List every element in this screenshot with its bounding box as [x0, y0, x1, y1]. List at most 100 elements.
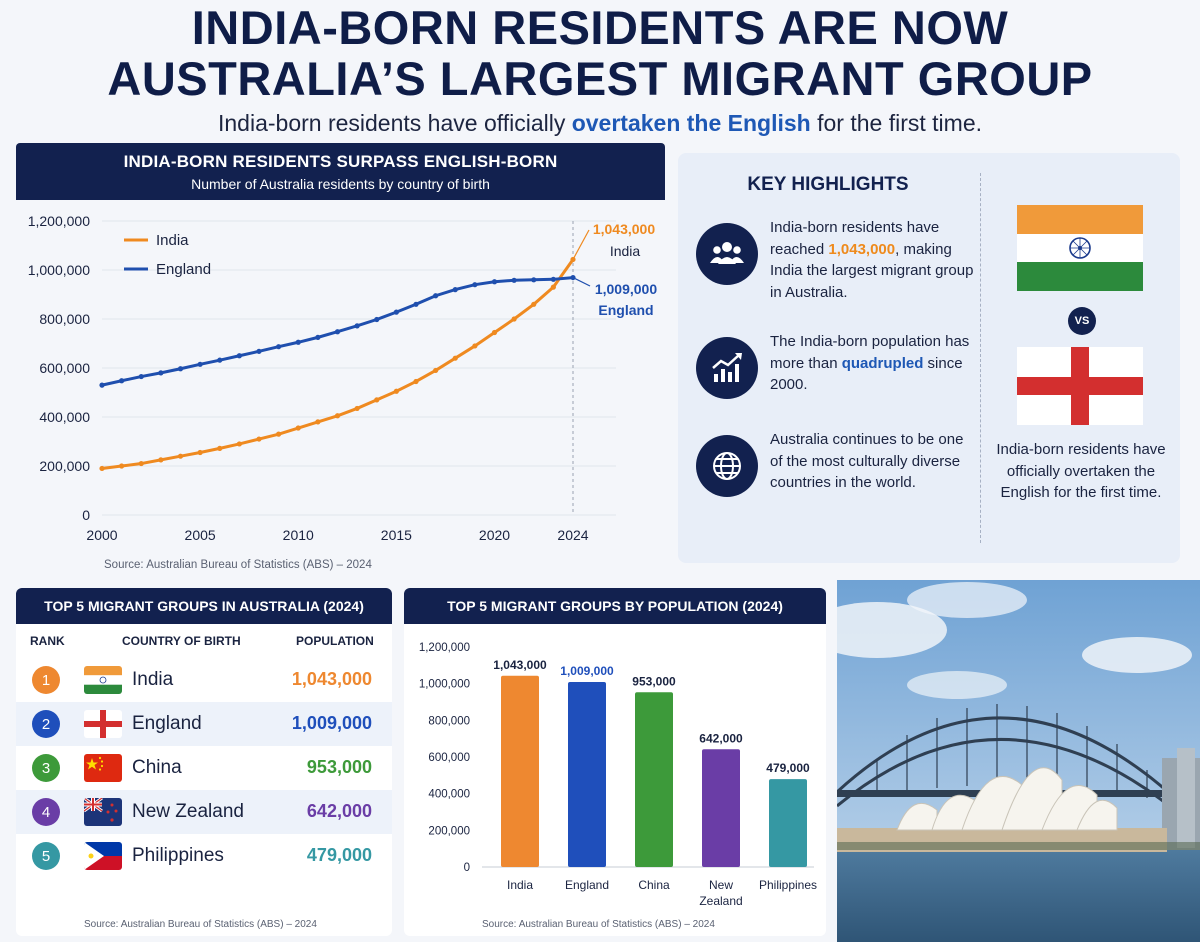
sydney-harbour-photo	[837, 580, 1200, 942]
headline-subtitle: India-born residents have officially ove…	[0, 110, 1200, 137]
philippines-flag-icon	[84, 842, 122, 870]
rank-badge: 3	[32, 754, 60, 782]
x-category-label: India	[507, 878, 533, 892]
data-point-england	[295, 339, 301, 345]
x-tick-label: 2005	[185, 527, 216, 543]
highlight-text-2: The India-born population has more than …	[770, 333, 970, 393]
bar-england	[568, 682, 606, 867]
y-tick-label: 400,000	[39, 409, 90, 425]
key-highlights-title: KEY HIGHLIGHTS	[747, 174, 909, 195]
y-tick-label: 400,000	[428, 789, 470, 801]
country-name: New Zealand	[132, 801, 244, 822]
series-line-india	[101, 258, 575, 470]
population-value: 1,009,000	[291, 713, 372, 733]
headline-line-1: INDIA-BORN RESIDENTS ARE NOW	[191, 1, 1009, 54]
y-tick-label: 600,000	[39, 360, 90, 376]
bar-chart-panel: TOP 5 MIGRANT GROUPS BY POPULATION (2024…	[404, 588, 826, 936]
bar-china	[635, 692, 673, 867]
col-country: COUNTRY OF BIRTH	[122, 634, 241, 648]
data-point-india	[354, 405, 360, 412]
flags-caption: India-born residents have officially ove…	[996, 441, 1166, 501]
table-row: 3 China 953,000	[16, 746, 392, 790]
data-point-india	[472, 343, 478, 349]
data-point-india	[197, 449, 203, 456]
headline: INDIA-BORN RESIDENTS ARE NOW AUSTRALIA’S…	[0, 2, 1200, 137]
x-tick-label: 2000	[86, 527, 117, 543]
bar-chart-header: TOP 5 MIGRANT GROUPS BY POPULATION (2024…	[404, 588, 826, 624]
india-annotation-value: 1,043,000	[593, 221, 655, 237]
key-highlights-panel: KEY HIGHLIGHTS India-born residents have…	[678, 153, 1180, 563]
data-point-england	[393, 309, 399, 315]
population-value: 953,000	[306, 757, 372, 777]
highlight-item-3: Australia continues to be one of the mos…	[696, 429, 976, 519]
x-category-label: China	[638, 878, 670, 892]
england-flag-icon	[84, 710, 122, 738]
india-flag-icon	[1017, 205, 1143, 291]
data-point-india	[276, 431, 282, 437]
data-point-india	[452, 355, 458, 361]
data-point-england	[256, 348, 262, 354]
data-point-india	[217, 445, 223, 451]
table-title: TOP 5 MIGRANT GROUPS IN AUSTRALIA (2024)	[44, 598, 364, 614]
data-point-england	[217, 357, 223, 363]
data-point-england	[354, 323, 360, 329]
line-chart-title: INDIA-BORN RESIDENTS SURPASS ENGLISH-BOR…	[123, 152, 558, 171]
india-annotation-leader	[572, 229, 590, 260]
england-flag-icon	[1017, 347, 1143, 425]
data-point-india	[119, 463, 125, 469]
bar-new-zealand	[702, 749, 740, 867]
data-point-england	[138, 373, 144, 380]
data-point-india	[531, 301, 537, 307]
population-value: 1,043,000	[291, 669, 372, 689]
y-tick-label: 800,000	[428, 715, 470, 727]
y-tick-label: 1,000,000	[28, 262, 90, 278]
headline-line-2: AUSTRALIA’S LARGEST MIGRANT GROUP	[107, 52, 1093, 105]
people-icon	[696, 223, 758, 285]
x-category-label: New	[709, 878, 733, 892]
x-tick-label: 2020	[479, 527, 510, 543]
country-name: Philippines	[132, 845, 224, 866]
data-point-england	[197, 361, 203, 367]
india-annotation-label: India	[610, 243, 641, 259]
data-point-england	[334, 329, 341, 335]
data-point-india	[511, 316, 517, 322]
india-flag-icon	[84, 666, 122, 694]
legend-label-england: England	[156, 261, 211, 278]
subtitle-pre: India-born residents have officially	[218, 110, 566, 136]
subtitle-post: for the first time.	[817, 110, 982, 136]
data-point-england	[177, 366, 184, 372]
data-point-india	[99, 465, 105, 472]
data-point-india	[177, 453, 184, 459]
england-annotation-leader	[572, 277, 591, 287]
y-tick-label: 600,000	[428, 752, 470, 764]
data-point-india	[393, 388, 399, 394]
data-point-india	[138, 460, 144, 467]
line-chart-header: INDIA-BORN RESIDENTS SURPASS ENGLISH-BOR…	[16, 143, 665, 200]
top5-table-panel: TOP 5 MIGRANT GROUPS IN AUSTRALIA (2024)…	[16, 588, 392, 936]
highlight-item-2: The India-born population has more than …	[696, 331, 976, 421]
growth-chart-icon	[696, 337, 758, 399]
data-point-india	[374, 397, 380, 403]
bar-value-label: 953,000	[632, 674, 676, 688]
line-chart: 1,200,000 1,000,000 800,000 600,000 400,000 2…	[28, 213, 658, 571]
data-point-england	[491, 279, 498, 285]
data-point-england	[531, 277, 537, 283]
highlight-item-1: India-born residents have reached 1,043,…	[696, 217, 976, 307]
y-tick-label: 200,000	[428, 825, 470, 837]
bar-philippines	[769, 779, 807, 867]
line-chart-subtitle: Number of Australia residents by country…	[191, 176, 490, 192]
data-point-india	[256, 436, 262, 442]
table-row: 2 England 1,009,000	[16, 702, 392, 746]
rank-badge: 2	[32, 710, 60, 738]
x-category-label: Zealand	[699, 894, 742, 908]
data-point-india	[433, 367, 439, 374]
col-rank: RANK	[30, 634, 65, 648]
data-point-india	[413, 378, 419, 385]
population-value: 642,000	[306, 801, 372, 821]
data-point-england	[433, 293, 439, 299]
data-point-england	[315, 334, 321, 340]
bar-value-label: 1,009,000	[560, 664, 614, 678]
data-point-england	[236, 353, 242, 359]
bar-chart-source: Source: Australian Bureau of Statistics …	[482, 919, 715, 930]
table-row: 5 Philippines 479,000	[16, 834, 392, 878]
